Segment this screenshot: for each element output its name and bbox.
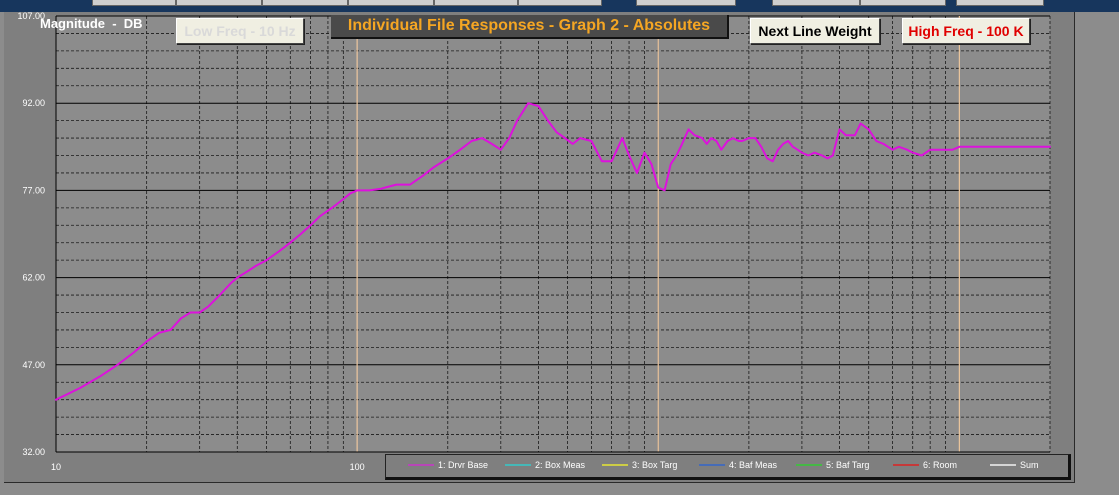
toolbar-button-stub[interactable] xyxy=(348,0,434,6)
y-tick-label: 107.00 xyxy=(17,11,45,21)
y-tick-label: 47.00 xyxy=(22,360,45,370)
legend-item-label: 1: Drvr Base xyxy=(438,460,488,470)
legend-item-label: 4: Baf Meas xyxy=(729,460,778,470)
toolbar-button-stub[interactable] xyxy=(176,0,262,6)
legend: 1: Drvr Base 2: Box Meas 3: Box Targ 4: Baf… xyxy=(385,454,1071,480)
top-toolbar-strip xyxy=(0,0,1119,12)
toolbar-button-stub[interactable] xyxy=(860,0,946,6)
low-freq-button[interactable]: Low Freq - 10 Hz xyxy=(176,18,304,44)
y-tick-label: 92.00 xyxy=(22,98,45,108)
next-line-weight-button[interactable]: Next Line Weight xyxy=(750,18,880,44)
toolbar-button-stub[interactable] xyxy=(518,0,602,6)
x-tick-label: 100 xyxy=(350,462,365,472)
chart-title: Individual File Responses - Graph 2 - Ab… xyxy=(331,15,729,39)
x-tick-label: 10 xyxy=(51,462,61,472)
toolbar-button-stub[interactable] xyxy=(92,0,176,6)
toolbar-button-stub[interactable] xyxy=(956,0,1044,6)
y-tick-label: 62.00 xyxy=(22,273,45,283)
legend-item-label: 6: Room xyxy=(923,460,957,470)
toolbar-button-stub[interactable] xyxy=(434,0,518,6)
toolbar-button-stub[interactable] xyxy=(262,0,348,6)
legend-item-label: 3: Box Targ xyxy=(632,460,677,470)
toolbar-button-stub[interactable] xyxy=(636,0,736,6)
legend-item-label: Sum xyxy=(1020,460,1039,470)
legend-item-label: 5: Baf Targ xyxy=(826,460,869,470)
y-tick-label: 77.00 xyxy=(22,185,45,195)
toolbar-button-stub[interactable] xyxy=(772,0,860,6)
plot-area xyxy=(56,16,1050,452)
y-tick-label: 32.00 xyxy=(22,447,45,457)
series-line-drvr-base xyxy=(55,102,1051,401)
legend-item-label: 2: Box Meas xyxy=(535,460,586,470)
y-axis-label: Magnitude - DB xyxy=(40,16,143,31)
high-freq-button[interactable]: High Freq - 100 K xyxy=(902,18,1030,44)
